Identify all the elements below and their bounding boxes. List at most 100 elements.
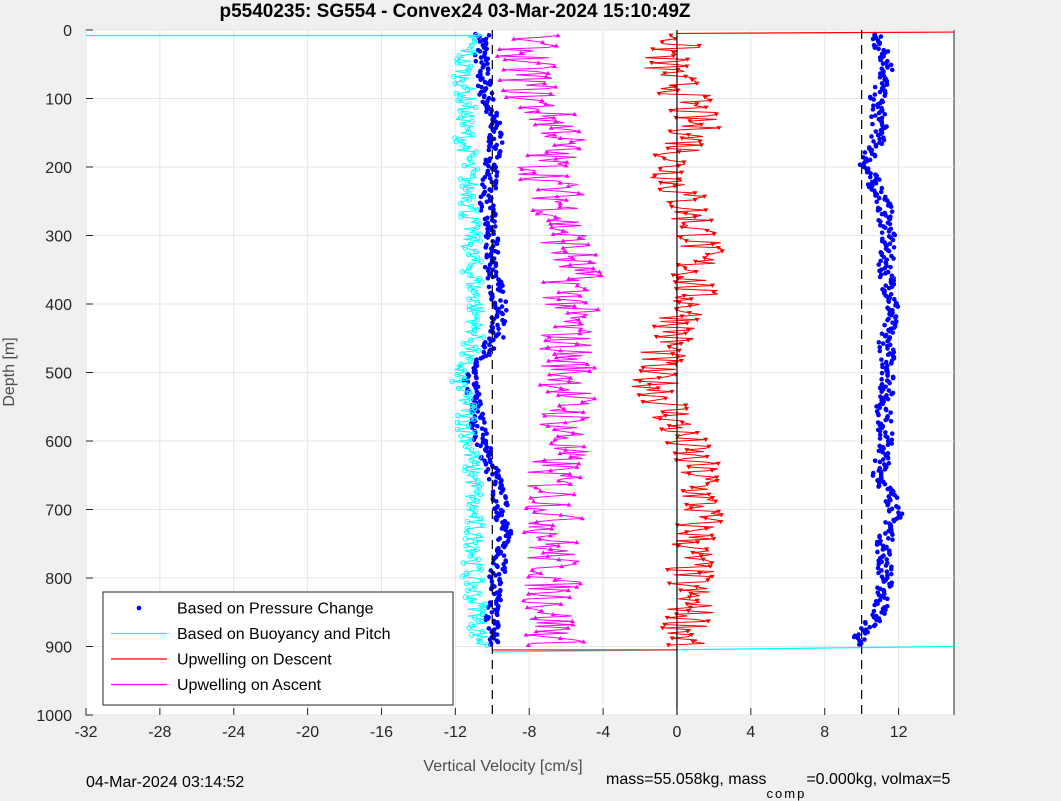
data-point	[485, 275, 491, 281]
data-point	[569, 618, 575, 623]
data-point	[490, 97, 496, 102]
data-point	[552, 142, 558, 147]
data-point	[574, 464, 580, 469]
data-point	[686, 472, 692, 477]
data-point	[495, 282, 501, 287]
data-point	[482, 420, 487, 425]
data-point	[685, 132, 691, 138]
data-point	[485, 453, 491, 459]
data-point	[568, 139, 574, 144]
data-point	[704, 547, 710, 552]
data-point	[557, 204, 563, 209]
x-tick-label: -4	[596, 724, 610, 741]
data-point	[463, 543, 469, 549]
data-point	[869, 134, 874, 139]
data-point	[466, 190, 472, 196]
data-point	[500, 311, 505, 317]
data-point	[562, 447, 569, 452]
data-point	[668, 109, 674, 114]
data-point	[558, 601, 564, 606]
data-point	[473, 58, 479, 64]
data-point	[467, 597, 474, 604]
data-point	[545, 423, 551, 428]
data-point	[871, 103, 876, 108]
data-point	[474, 313, 480, 320]
data-point	[490, 471, 495, 477]
data-point	[877, 344, 883, 350]
data-point	[877, 89, 883, 95]
data-point	[851, 634, 857, 640]
data-point	[871, 608, 877, 614]
data-point	[716, 126, 722, 131]
data-point	[494, 517, 499, 523]
data-point	[887, 508, 892, 514]
data-point	[670, 50, 677, 55]
data-point	[703, 437, 709, 442]
data-point	[702, 95, 708, 100]
data-point	[556, 290, 562, 295]
data-point	[882, 322, 887, 328]
data-point	[883, 417, 889, 423]
data-point	[709, 561, 715, 566]
data-point	[883, 359, 889, 365]
data-point	[562, 420, 568, 425]
data-point	[877, 74, 883, 80]
data-point	[553, 118, 559, 123]
data-point	[893, 315, 898, 321]
data-point	[684, 602, 690, 607]
data-point	[882, 333, 888, 339]
data-point	[488, 188, 494, 194]
data-point	[498, 134, 503, 139]
surface-line	[676, 31, 954, 35]
data-point	[494, 241, 500, 247]
y-tick-label: 0	[63, 23, 72, 40]
data-point	[500, 508, 505, 514]
series-upwelling-on-ascent	[494, 33, 604, 647]
y-tick-label: 600	[45, 434, 72, 451]
data-point	[495, 309, 501, 314]
data-point	[474, 166, 481, 172]
x-tick-label: 8	[820, 724, 829, 741]
data-point	[593, 252, 599, 257]
data-point	[470, 169, 477, 176]
data-point	[524, 605, 530, 610]
data-point	[477, 39, 483, 44]
data-point	[862, 150, 868, 155]
data-point	[466, 501, 473, 508]
data-point	[669, 389, 675, 395]
data-point	[885, 317, 890, 323]
data-point	[670, 273, 676, 278]
data-point	[576, 461, 582, 466]
data-point	[563, 163, 569, 168]
data-point	[534, 211, 540, 216]
data-point	[485, 235, 491, 240]
data-point	[478, 566, 485, 573]
data-point	[465, 423, 472, 429]
data-point	[548, 468, 554, 473]
data-point	[475, 423, 480, 429]
data-point	[591, 365, 598, 370]
data-point	[709, 496, 716, 501]
data-point	[455, 412, 461, 419]
data-point	[533, 629, 539, 634]
data-point	[489, 610, 495, 615]
data-point	[469, 132, 476, 138]
data-point	[685, 609, 691, 614]
data-point	[557, 180, 563, 185]
data-point	[590, 266, 596, 271]
x-axis-label: Vertical Velocity [cm/s]	[423, 758, 582, 775]
data-point	[474, 375, 479, 381]
data-point	[493, 185, 499, 191]
data-point	[879, 377, 884, 382]
data-point	[885, 455, 891, 461]
data-point	[476, 404, 481, 409]
data-point	[698, 554, 704, 559]
data-point	[488, 446, 494, 451]
data-point	[660, 410, 666, 415]
data-point	[458, 375, 465, 381]
data-point	[455, 385, 462, 392]
data-point	[473, 385, 479, 391]
data-point	[888, 62, 894, 68]
data-point	[678, 341, 684, 347]
